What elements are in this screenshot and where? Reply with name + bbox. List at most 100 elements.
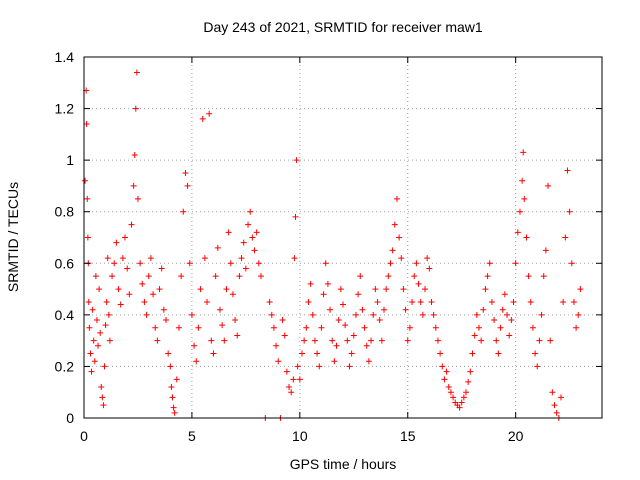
data-point — [344, 337, 351, 344]
data-point — [441, 376, 448, 383]
data-points — [82, 69, 584, 421]
data-point — [404, 337, 411, 344]
data-point — [322, 260, 329, 267]
data-point — [255, 260, 262, 267]
data-point — [389, 247, 396, 254]
data-point — [387, 260, 394, 267]
data-point — [437, 350, 444, 357]
data-point — [465, 378, 472, 385]
y-tick-label: 1 — [66, 152, 74, 168]
data-point — [413, 260, 420, 267]
data-point — [314, 350, 321, 357]
data-point — [467, 368, 474, 375]
data-point — [85, 298, 92, 305]
data-point — [154, 337, 161, 344]
data-point — [292, 213, 299, 220]
data-point — [540, 273, 547, 280]
data-point — [460, 394, 467, 401]
data-point — [434, 337, 441, 344]
data-point — [374, 298, 381, 305]
data-point — [171, 409, 178, 416]
data-point — [257, 273, 264, 280]
data-point — [216, 306, 223, 313]
data-point — [573, 324, 580, 331]
data-point — [98, 384, 105, 391]
data-point — [104, 255, 111, 262]
data-point — [480, 306, 487, 313]
data-point — [288, 389, 295, 396]
data-point — [504, 311, 511, 318]
y-tick-label: 1.2 — [55, 101, 75, 117]
data-point — [165, 350, 172, 357]
data-point — [91, 358, 98, 365]
data-point — [538, 311, 545, 318]
data-point — [86, 324, 93, 331]
data-point — [242, 265, 249, 272]
data-point — [169, 394, 176, 401]
data-point — [553, 409, 560, 416]
data-point — [103, 298, 110, 305]
data-point — [329, 337, 336, 344]
data-point — [132, 105, 139, 112]
data-point — [318, 324, 325, 331]
data-point — [97, 329, 104, 336]
y-tick-label: 0.4 — [55, 307, 75, 323]
y-axis-label: SRMTID / TECUs — [5, 182, 21, 292]
data-point — [249, 234, 256, 241]
data-point — [286, 384, 293, 391]
data-point — [178, 273, 185, 280]
data-point — [383, 286, 390, 293]
data-point — [102, 322, 109, 329]
data-point — [83, 121, 90, 128]
data-point — [188, 311, 195, 318]
data-point — [417, 298, 424, 305]
data-point — [551, 402, 558, 409]
data-point — [221, 337, 228, 344]
data-point — [173, 376, 180, 383]
data-point — [456, 404, 463, 411]
data-point — [130, 182, 137, 189]
data-point — [359, 306, 366, 313]
x-ticks: 0 5 10 15 20 — [80, 57, 524, 444]
data-point — [424, 255, 431, 262]
data-point — [232, 317, 239, 324]
data-point — [88, 368, 95, 375]
data-point — [372, 286, 379, 293]
data-point — [523, 234, 530, 241]
data-point — [131, 151, 138, 158]
data-point — [493, 337, 500, 344]
data-point — [210, 350, 217, 357]
data-point — [432, 324, 439, 331]
data-point — [525, 273, 532, 280]
data-point — [303, 324, 310, 331]
data-point — [363, 342, 370, 349]
data-point — [275, 358, 282, 365]
data-point — [109, 273, 116, 280]
data-point — [486, 260, 493, 267]
data-point — [516, 208, 523, 215]
data-point — [139, 280, 146, 287]
data-point — [307, 280, 314, 287]
data-point — [398, 255, 405, 262]
data-point — [238, 255, 245, 262]
data-point — [439, 363, 446, 370]
data-point — [482, 286, 489, 293]
data-point — [342, 322, 349, 329]
data-point — [370, 311, 377, 318]
data-point — [296, 376, 303, 383]
y-tick-label: 0 — [66, 410, 74, 426]
data-point — [253, 229, 260, 236]
x-tick-label: 15 — [400, 428, 416, 444]
data-point — [105, 311, 112, 318]
data-point — [311, 337, 318, 344]
data-point — [350, 332, 357, 339]
data-point — [445, 384, 452, 391]
data-point — [240, 239, 247, 246]
data-point — [499, 306, 506, 313]
data-point — [527, 298, 534, 305]
data-point — [301, 337, 308, 344]
data-point — [137, 260, 144, 267]
data-point — [409, 298, 416, 305]
data-point — [126, 291, 133, 298]
data-point — [378, 337, 385, 344]
